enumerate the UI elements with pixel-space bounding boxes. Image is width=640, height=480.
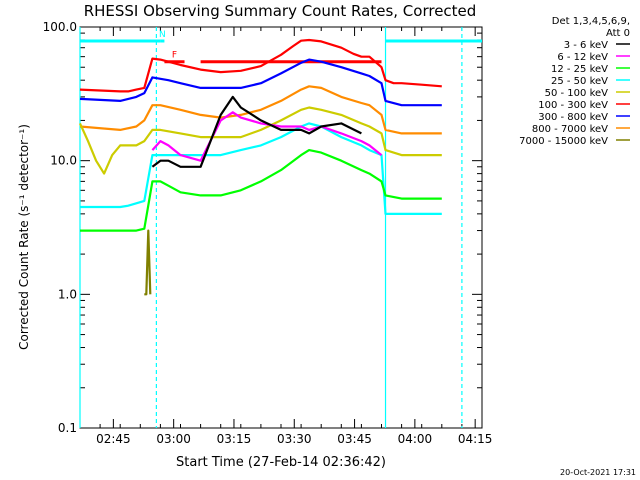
series-line bbox=[78, 106, 442, 175]
plot-frame bbox=[79, 26, 483, 429]
x-tick-label: 03:30 bbox=[277, 432, 312, 446]
legend-label: 7000 - 15000 keV bbox=[519, 136, 608, 147]
state-bar-label: N bbox=[159, 30, 166, 40]
series-line bbox=[144, 229, 152, 296]
state-bar-label: F bbox=[172, 51, 177, 61]
legend-label: 25 - 50 keV bbox=[551, 76, 608, 87]
legend-label: 300 - 800 keV bbox=[538, 112, 608, 123]
legend-label: 12 - 25 keV bbox=[551, 64, 608, 75]
legend-label: 100 - 300 keV bbox=[538, 100, 608, 111]
x-axis-label: Start Time (27-Feb-14 02:36:42) bbox=[176, 455, 386, 470]
x-tick-label: 03:00 bbox=[156, 432, 191, 446]
series-line bbox=[151, 95, 362, 168]
y-tick-label: 10.0 bbox=[50, 154, 77, 168]
y-tick-label: 100.0 bbox=[43, 20, 77, 34]
series-line bbox=[80, 122, 442, 215]
series-line bbox=[79, 85, 442, 135]
axis-ticks bbox=[79, 26, 483, 429]
x-tick-label: 04:00 bbox=[398, 432, 433, 446]
x-tick-label: 04:15 bbox=[458, 432, 493, 446]
series-lines bbox=[78, 38, 442, 296]
x-tick-label: 03:45 bbox=[337, 432, 372, 446]
legend-header: Att 0 bbox=[606, 28, 630, 39]
y-tick-label: 0.1 bbox=[58, 421, 77, 435]
x-tick-label: 03:15 bbox=[217, 432, 252, 446]
legend-label: 50 - 100 keV bbox=[545, 88, 609, 99]
series-line bbox=[79, 38, 442, 93]
y-tick-labels: 0.1 1.0 10.0 100.0 bbox=[43, 20, 77, 435]
series-line bbox=[151, 111, 383, 162]
legend-label: 6 - 12 keV bbox=[557, 52, 608, 63]
y-axis-label: Corrected Count Rate (s⁻¹ detector⁻¹) bbox=[17, 124, 31, 350]
x-tick-label: 02:45 bbox=[96, 432, 131, 446]
legend-label: 3 - 6 keV bbox=[564, 40, 608, 51]
x-tick-labels: 02:45 03:00 03:15 03:30 03:45 04:00 04:15 bbox=[96, 432, 492, 446]
series-line bbox=[80, 149, 442, 232]
legend-header: Det 1,3,4,5,6,9, bbox=[552, 16, 630, 27]
series-line bbox=[79, 58, 442, 107]
state-bars: NF bbox=[80, 30, 482, 64]
footer-timestamp: 20-Oct-2021 17:31 bbox=[560, 468, 636, 477]
y-tick-label: 1.0 bbox=[58, 287, 77, 301]
legend-label: 800 - 7000 keV bbox=[532, 124, 608, 135]
attenuator-lines bbox=[79, 27, 463, 428]
chart-title: RHESSI Observing Summary Count Rates, Co… bbox=[84, 2, 477, 20]
